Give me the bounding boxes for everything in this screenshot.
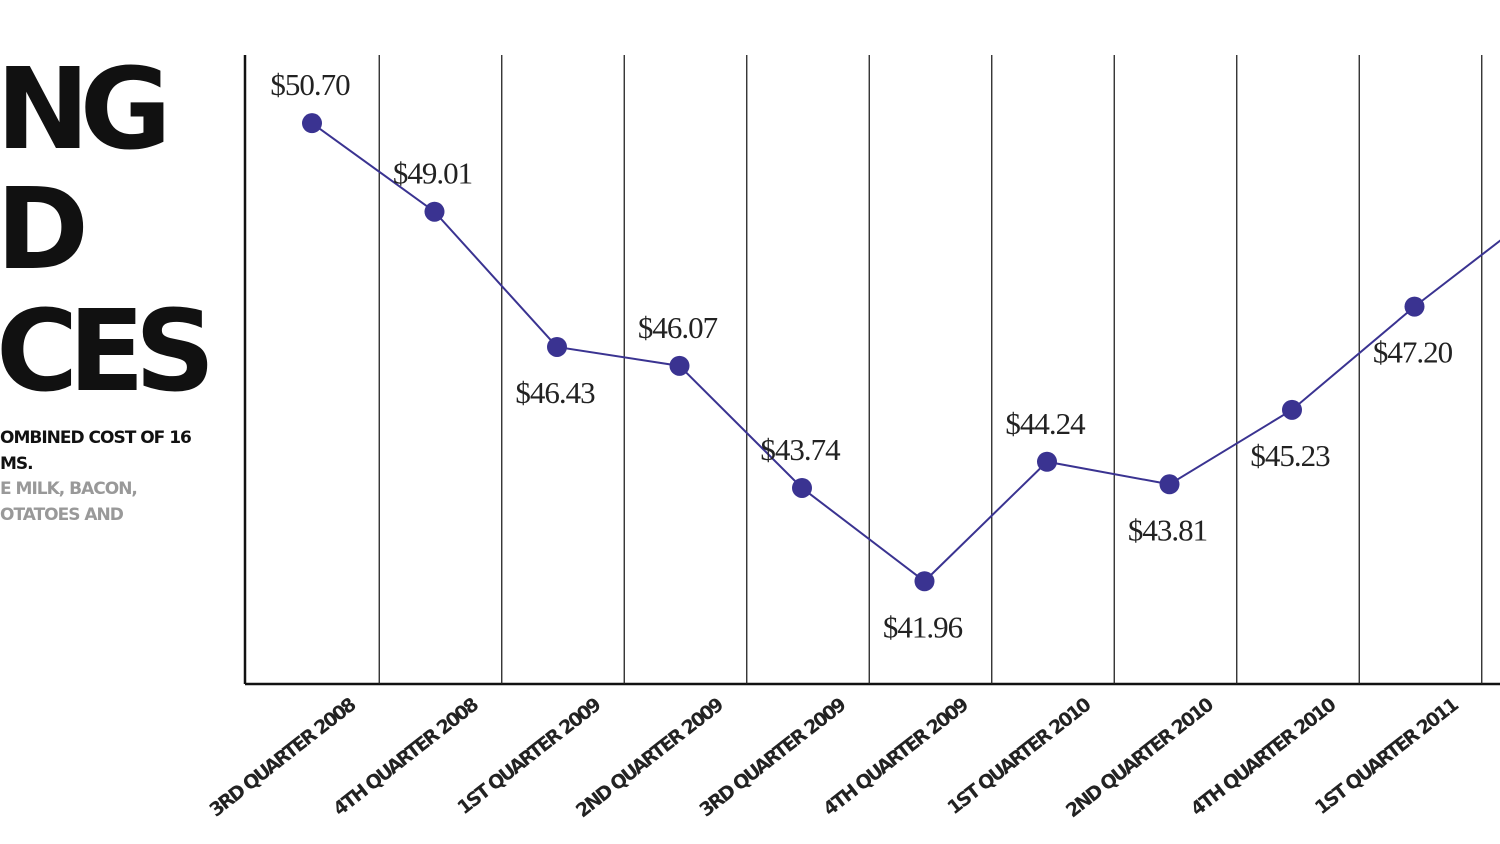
description-line: E MILK, BACON, [0, 479, 137, 499]
data-point [669, 355, 690, 376]
description-line: OMBINED COST OF 16 [0, 428, 191, 448]
data-point [1404, 296, 1425, 317]
value-label: $43.81 [1128, 512, 1207, 547]
value-label: $50.70 [270, 67, 350, 102]
data-point [424, 201, 445, 222]
value-label: $46.07 [638, 310, 718, 345]
value-label: $47.20 [1373, 335, 1453, 370]
data-point [914, 571, 935, 592]
title-line: NG [0, 45, 164, 175]
value-label: $44.24 [1005, 406, 1086, 441]
title-line: CES [0, 287, 208, 417]
data-point [302, 113, 322, 134]
description-line: MS. [0, 454, 33, 474]
value-label: $43.74 [760, 432, 841, 467]
data-point [1037, 451, 1057, 472]
value-label: $49.01 [393, 156, 472, 191]
value-label: $41.96 [883, 609, 963, 644]
title-line: D [0, 165, 84, 295]
value-label: $46.43 [515, 375, 595, 410]
data-point [1282, 399, 1302, 420]
data-point [1159, 474, 1180, 495]
data-line [311, 122, 1500, 583]
description-line: OTATOES AND [0, 505, 124, 525]
data-point [792, 477, 812, 498]
data-point [547, 336, 567, 357]
value-label: $45.23 [1250, 438, 1330, 473]
